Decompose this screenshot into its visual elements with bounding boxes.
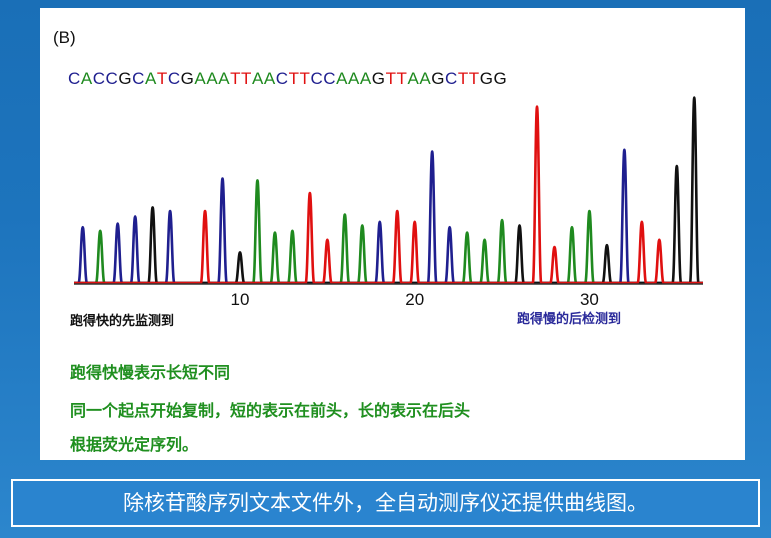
- sequence-base-1: C: [68, 69, 81, 88]
- slide-caption: 除核苷酸序列文本文件外，全自动测序仪还提供曲线图。: [11, 479, 760, 527]
- chromatogram-plot: 10 20 30: [74, 96, 703, 308]
- sequence-base-12: A: [206, 69, 219, 88]
- sequence-base-2: A: [80, 69, 93, 88]
- sequence-base-32: C: [445, 69, 458, 88]
- sequence-base-22: C: [323, 69, 337, 88]
- sequence-base-20: T: [299, 69, 311, 88]
- sequence-base-5: G: [118, 69, 133, 88]
- sequence-base-27: T: [385, 69, 397, 88]
- sequence-base-19: T: [288, 69, 300, 88]
- trace-C: [74, 148, 703, 285]
- description-line-3: 根据荧光定序列。: [70, 435, 199, 454]
- base-sequence: CACCGCATCGAAATTAACTTCCAAAGTTAAGCTTGG: [68, 69, 507, 89]
- sequence-base-9: C: [167, 69, 181, 88]
- description-line-1: 跑得快慢表示长短不同: [70, 363, 231, 382]
- note-fast-detected-first: 跑得快的先监测到: [70, 314, 175, 329]
- sequence-base-11: A: [194, 69, 207, 88]
- sequence-base-25: A: [359, 69, 372, 88]
- sequence-base-16: A: [251, 69, 264, 88]
- sequence-base-24: A: [348, 69, 360, 88]
- sequence-base-29: A: [407, 69, 420, 88]
- trace-T: [74, 105, 703, 285]
- x-tick-label-20: 20: [405, 290, 424, 308]
- sequence-base-21: C: [310, 69, 324, 88]
- sequence-base-23: A: [336, 69, 348, 88]
- sequence-base-35: G: [479, 69, 494, 88]
- trace-A: [74, 179, 703, 285]
- sequence-base-18: C: [275, 69, 289, 88]
- x-tick-label-30: 30: [580, 290, 599, 308]
- sequence-base-14: T: [230, 69, 242, 88]
- sequence-base-28: T: [396, 69, 408, 88]
- sequence-base-33: T: [457, 69, 469, 88]
- note-slow-detected-later: 跑得慢的后检测到: [517, 312, 622, 327]
- sequence-base-31: G: [431, 69, 445, 88]
- panel-label: (B): [53, 28, 76, 47]
- sequence-base-15: T: [241, 69, 252, 88]
- sequence-base-4: C: [105, 69, 119, 88]
- sequence-base-10: G: [180, 69, 195, 88]
- sequence-base-26: G: [371, 69, 386, 88]
- sequence-base-3: C: [92, 69, 106, 88]
- sequence-base-6: C: [132, 69, 145, 88]
- sequence-base-36: G: [493, 69, 508, 88]
- chromatogram-panel: (B) CACCGCATCGAAATTAACTTCCAAAGTTAAGCTTGG…: [40, 8, 745, 460]
- sequence-base-13: A: [218, 69, 231, 88]
- x-tick-label-10: 10: [231, 290, 250, 308]
- sequence-base-30: A: [419, 69, 432, 88]
- sequence-base-17: A: [263, 69, 276, 88]
- sequence-base-8: T: [156, 69, 168, 88]
- sequence-base-34: T: [468, 69, 480, 88]
- sequence-base-7: A: [144, 69, 157, 88]
- description-line-2: 同一个起点开始复制，短的表示在前头，长的表示在后头: [70, 401, 471, 420]
